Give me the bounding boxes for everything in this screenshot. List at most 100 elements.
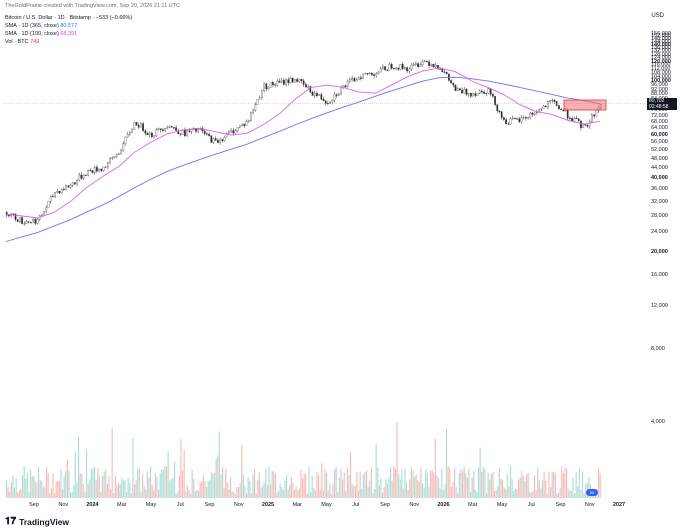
x-tick-label: Sep <box>555 502 566 508</box>
volume-bar <box>119 484 121 498</box>
price-candle <box>430 63 433 66</box>
volume-bar <box>585 483 587 498</box>
price-candle <box>214 138 217 141</box>
volume-bar <box>516 488 518 498</box>
price-candle <box>547 101 549 108</box>
volume-bar <box>239 482 241 498</box>
volume-bar <box>271 471 273 498</box>
volume-bar <box>548 471 550 498</box>
symbol-title[interactable]: Bitcoin / U.S. Dollar · 1D · Bitstamp · … <box>5 15 133 21</box>
volume-bar <box>265 468 267 498</box>
volume-bar <box>313 488 315 498</box>
price-candle <box>316 92 318 96</box>
price-candle <box>159 128 162 130</box>
volume-bar <box>314 490 316 498</box>
volume-bar <box>25 478 27 498</box>
sma365-line <box>5 76 601 242</box>
volume-bar <box>324 468 326 498</box>
price-candle <box>540 107 543 110</box>
price-candle <box>441 69 444 73</box>
currency-label[interactable]: USD <box>651 13 664 19</box>
volume-bar <box>33 475 35 498</box>
volume-bar <box>442 489 444 498</box>
price-candle <box>111 157 114 159</box>
sma100-legend[interactable]: SMA · 1D (100, close) 68,391 <box>5 30 132 38</box>
price-candle <box>217 140 219 143</box>
price-chart[interactable] <box>4 22 645 498</box>
volume-bar <box>159 472 161 498</box>
volume-bar <box>582 471 584 498</box>
volume-bar <box>462 471 464 498</box>
price-candle <box>285 79 287 85</box>
x-tick-label: 2024 <box>86 502 99 508</box>
price-candle <box>30 221 32 223</box>
volume-bar <box>150 467 152 498</box>
price-candle <box>276 80 279 86</box>
time-axis[interactable]: Sep Nov 2024 Mar May Jul Sep Nov 2025 Mar May Jul Se… <box>4 500 645 512</box>
volume-bar <box>161 469 163 498</box>
volume-bar <box>570 490 572 498</box>
price-candle <box>267 86 270 90</box>
volume-bar <box>132 437 134 498</box>
price-candle <box>344 85 347 87</box>
price-candle <box>516 118 518 120</box>
volume-bar <box>137 469 139 498</box>
price-candle <box>298 78 301 82</box>
price-candle <box>417 63 419 67</box>
price-candle <box>509 118 512 125</box>
volume-bar <box>46 466 48 498</box>
price-candle <box>467 93 470 95</box>
price-candle <box>221 139 224 141</box>
volume-bar <box>367 486 369 498</box>
volume-bar <box>458 472 460 498</box>
price-candle <box>511 117 514 120</box>
price-candle <box>144 130 147 134</box>
x-tick-label: Mar <box>117 502 127 508</box>
volume-bar <box>558 492 560 498</box>
volume-bar <box>228 489 230 498</box>
price-candle <box>173 127 175 129</box>
chart-area[interactable] <box>4 22 645 498</box>
volume-bar <box>44 486 46 498</box>
price-candle <box>87 170 89 176</box>
volume-bar <box>145 489 147 498</box>
volume-bar <box>492 472 494 498</box>
price-candle <box>41 214 43 216</box>
volume-bar <box>31 477 33 498</box>
volume-bar <box>546 493 548 498</box>
volume-bar <box>383 487 385 498</box>
price-axis[interactable]: 156,000 152,000 148,000 144,000 140,000 136,0… <box>646 22 680 498</box>
event-badge[interactable]: 50 <box>586 489 598 496</box>
volume-bar <box>18 490 20 498</box>
price-candle <box>100 168 103 171</box>
y-tick-label: 140,000 <box>651 42 671 49</box>
volume-bar <box>108 475 110 498</box>
volume-bar <box>487 472 489 498</box>
volume-bar <box>378 485 380 498</box>
volume-legend[interactable]: Vol · BTC 749 <box>5 38 132 46</box>
volume-bar <box>321 463 323 498</box>
volume-bar <box>225 468 227 498</box>
price-candle <box>452 82 455 86</box>
volume-bar <box>342 479 344 498</box>
volume-bar <box>252 474 254 498</box>
volume-bar <box>354 485 356 498</box>
sma365-legend[interactable]: SMA · 1D (365, close) 80,577 <box>5 22 132 30</box>
last-price-tag: 80,702 02:48:58 <box>647 97 677 110</box>
volume-bar <box>209 480 211 498</box>
volume-bar <box>503 487 505 498</box>
volume-bar <box>498 467 500 498</box>
price-candle <box>426 60 428 62</box>
price-candle <box>296 79 298 82</box>
price-candle <box>256 99 259 105</box>
price-candle <box>364 73 367 75</box>
volume-bar <box>118 482 120 498</box>
volume-bar <box>446 429 448 498</box>
price-candle <box>514 117 516 119</box>
price-candle <box>569 117 571 119</box>
last-price: 80,702 <box>649 97 665 104</box>
volume-bar <box>258 472 260 498</box>
sma100-label: SMA · 1D (100, close) <box>5 31 59 37</box>
price-candle <box>582 124 584 128</box>
volume-bar <box>130 493 132 498</box>
